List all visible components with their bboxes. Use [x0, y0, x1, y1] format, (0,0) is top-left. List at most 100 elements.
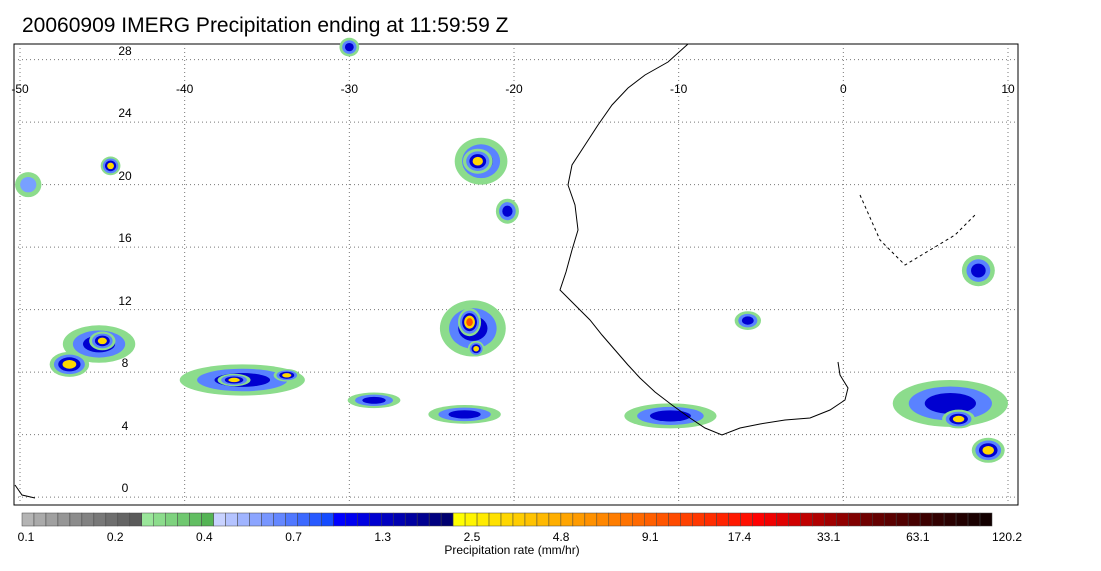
colorbar-swatch [309, 512, 322, 527]
precip-cell [107, 162, 115, 170]
colorbar-tick-label: 63.1 [906, 530, 930, 544]
colorbar-title: Precipitation rate (mm/hr) [444, 543, 580, 557]
colorbar-swatch [704, 512, 717, 527]
colorbar [21, 512, 993, 527]
colorbar-swatch [81, 512, 95, 527]
colorbar-swatch [883, 512, 897, 527]
colorbar-swatch [404, 512, 418, 527]
colorbar-swatch [524, 512, 538, 527]
colorbar-swatch [452, 512, 466, 527]
colorbar-swatch [153, 512, 166, 527]
colorbar-swatch [33, 512, 47, 527]
longitude-label: -30 [340, 82, 358, 96]
colorbar-swatch [464, 512, 478, 527]
colorbar-swatch [297, 512, 310, 527]
colorbar-swatch [428, 512, 442, 527]
precip-cell [473, 346, 479, 352]
colorbar-swatch [728, 512, 741, 527]
colorbar-swatch [129, 512, 143, 527]
precipitation-field [15, 37, 1008, 463]
colorbar-swatch [608, 512, 622, 527]
precip-cell [971, 263, 986, 278]
colorbar-swatch [560, 512, 574, 527]
latitude-label: 0 [121, 481, 129, 496]
colorbar-swatch [381, 512, 394, 527]
colorbar-swatch [333, 512, 346, 527]
colorbar-swatch [261, 512, 274, 527]
colorbar-swatch [416, 512, 430, 527]
longitude-label: -20 [505, 82, 523, 96]
precip-cell [344, 42, 354, 52]
colorbar-swatch [440, 512, 454, 527]
colorbar-swatch [369, 512, 382, 527]
colorbar-tick-label: 0.7 [285, 530, 302, 544]
colorbar-swatch [177, 512, 190, 527]
precip-cell [502, 205, 513, 217]
colorbar-swatch [812, 512, 825, 527]
precip-cell [282, 373, 292, 378]
colorbar-swatch [57, 512, 71, 527]
longitude-label: 0 [839, 82, 847, 96]
longitude-label: -10 [669, 82, 688, 96]
colorbar-swatch [536, 512, 550, 527]
colorbar-swatch [871, 512, 885, 527]
colorbar-swatch [955, 512, 969, 527]
precip-cell [982, 445, 994, 455]
colorbar-swatch [105, 512, 119, 527]
colorbar-swatch [584, 512, 598, 527]
colorbar-tick-label: 4.8 [552, 530, 570, 544]
colorbar-swatch [141, 512, 154, 527]
precip-cell [741, 316, 754, 325]
longitude-label: -50 [11, 82, 29, 96]
colorbar-swatch [692, 512, 705, 527]
latitude-label: 24 [118, 106, 132, 121]
colorbar-swatch [800, 512, 813, 527]
latitude-label: 28 [118, 43, 132, 58]
latitude-label: 16 [118, 231, 132, 246]
colorbar-swatch [644, 512, 657, 527]
colorbar-swatch [548, 512, 562, 527]
precip-cell [649, 410, 691, 422]
colorbar-swatch [69, 512, 83, 527]
colorbar-swatch [836, 512, 849, 527]
colorbar-swatch [979, 512, 993, 527]
map-frame [13, 43, 1019, 506]
colorbar-swatch [357, 512, 370, 527]
latitude-label: 4 [121, 418, 129, 433]
colorbar-tick-label: 33.1 [816, 530, 841, 544]
colorbar-swatch [345, 512, 358, 527]
colorbar-swatch [165, 512, 178, 527]
latitude-label: 12 [118, 293, 132, 308]
colorbar-swatch [285, 512, 298, 527]
colorbar-swatch [45, 512, 59, 527]
precip-cell [924, 393, 976, 414]
precip-cell [466, 318, 473, 327]
colorbar-swatch [943, 512, 957, 527]
colorbar-swatch [392, 512, 406, 527]
colorbar-swatch [201, 512, 214, 527]
colorbar-swatch [680, 512, 693, 527]
colorbar-swatch [273, 512, 286, 527]
longitude-label: 10 [1001, 82, 1015, 96]
african-coastline [14, 43, 976, 499]
colorbar-tick-label: 2.5 [463, 530, 481, 544]
colorbar-swatch [512, 512, 526, 527]
colorbar-swatch [776, 512, 789, 527]
colorbar-tick-label: 120.2 [991, 530, 1023, 544]
precip-cell [20, 176, 37, 193]
precip-cell [97, 337, 107, 345]
longitude-label: -40 [175, 82, 194, 96]
precip-cell [62, 360, 77, 369]
precip-cell [362, 396, 386, 404]
colorbar-swatch [656, 512, 669, 527]
precip-cell [448, 410, 481, 419]
map-title: 20060909 IMERG Precipitation ending at 1… [22, 14, 509, 37]
colorbar-tick-label: 0.2 [106, 530, 124, 544]
colorbar-swatch [895, 512, 909, 527]
colorbar-swatch [249, 512, 262, 527]
colorbar-tick-label: 1.3 [374, 530, 392, 544]
colorbar-swatch [189, 512, 202, 527]
colorbar-swatch [764, 512, 777, 527]
colorbar-swatch [967, 512, 981, 527]
colorbar-swatch [632, 512, 645, 527]
